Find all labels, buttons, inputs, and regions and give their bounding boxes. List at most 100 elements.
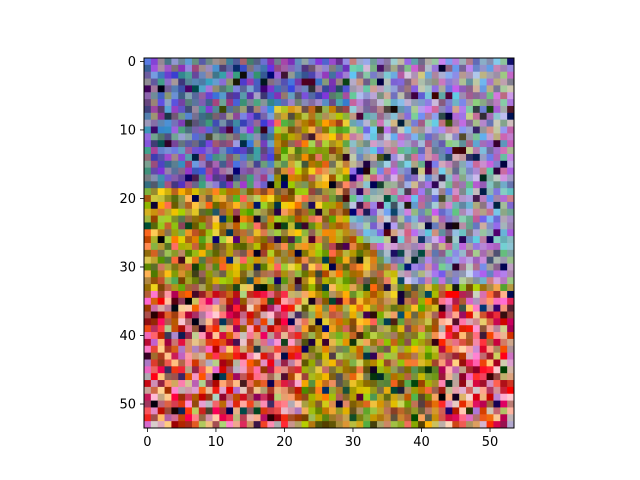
- heatmap-cell: [404, 201, 412, 210]
- heatmap-cell: [356, 174, 364, 182]
- heatmap-cell: [287, 99, 296, 107]
- heatmap-cell: [418, 195, 426, 203]
- heatmap-cell: [301, 119, 309, 127]
- heatmap-cell: [267, 249, 275, 258]
- heatmap-cell: [164, 153, 172, 162]
- heatmap-cell: [253, 229, 261, 237]
- heatmap-cell: [493, 167, 501, 175]
- heatmap-cell: [418, 92, 426, 100]
- heatmap-cell: [150, 290, 159, 299]
- heatmap-cell: [164, 380, 172, 388]
- heatmap-cell: [157, 386, 165, 395]
- heatmap-cell: [383, 85, 392, 93]
- heatmap-cell: [445, 284, 453, 292]
- heatmap-cell: [205, 236, 213, 244]
- heatmap-cell: [281, 167, 289, 175]
- heatmap-cell: [246, 140, 255, 148]
- heatmap-cell: [445, 119, 453, 127]
- heatmap-cell: [459, 112, 467, 121]
- heatmap-cell: [274, 407, 282, 415]
- heatmap-cell: [356, 277, 364, 285]
- heatmap-cell: [294, 386, 302, 395]
- heatmap-cell: [315, 270, 323, 278]
- heatmap-cell: [363, 284, 371, 292]
- heatmap-cell: [486, 421, 494, 429]
- heatmap-cell: [274, 71, 282, 79]
- heatmap-cell: [363, 366, 371, 374]
- heatmap-cell: [322, 325, 330, 333]
- heatmap-cell: [370, 297, 378, 306]
- heatmap-cell: [397, 78, 405, 86]
- heatmap-cell: [226, 325, 234, 333]
- heatmap-cell: [246, 99, 255, 107]
- heatmap-cell: [178, 78, 186, 86]
- heatmap-cell: [226, 318, 234, 326]
- heatmap-cell: [287, 64, 296, 73]
- heatmap-cell: [363, 277, 371, 285]
- heatmap-cell: [150, 126, 159, 134]
- heatmap-cell: [164, 400, 172, 408]
- heatmap-cell: [424, 229, 433, 237]
- heatmap-cell: [301, 188, 309, 196]
- heatmap-cell: [233, 263, 241, 271]
- heatmap-cell: [198, 297, 207, 306]
- heatmap-cell: [418, 325, 426, 333]
- heatmap-cell: [281, 92, 289, 100]
- heatmap-cell: [308, 345, 316, 354]
- heatmap-cell: [246, 325, 255, 333]
- heatmap-cell: [267, 345, 275, 354]
- heatmap-cell: [452, 174, 460, 182]
- heatmap-cell: [260, 105, 268, 114]
- heatmap-cell: [383, 421, 392, 429]
- heatmap-cell: [390, 263, 398, 271]
- heatmap-cell: [329, 195, 337, 203]
- heatmap-cell: [431, 263, 440, 271]
- heatmap-cell: [246, 188, 255, 196]
- heatmap-cell: [219, 380, 227, 388]
- heatmap-cell: [431, 201, 440, 210]
- heatmap-cell: [418, 64, 426, 73]
- heatmap-cell: [383, 58, 392, 66]
- heatmap-cell: [383, 386, 392, 395]
- heatmap-cell: [376, 270, 385, 278]
- heatmap-cell: [253, 181, 261, 189]
- heatmap-cell: [363, 133, 371, 141]
- heatmap-cell: [274, 236, 282, 244]
- heatmap-cell: [349, 373, 357, 381]
- heatmap-cell: [452, 119, 460, 127]
- heatmap-cell: [466, 58, 474, 66]
- heatmap-cell: [335, 263, 344, 271]
- heatmap-cell: [294, 78, 302, 86]
- heatmap-cell: [479, 359, 487, 367]
- heatmap-cell: [253, 85, 261, 93]
- heatmap-cell: [205, 174, 213, 182]
- heatmap-cell: [466, 99, 474, 107]
- heatmap-cell: [212, 407, 220, 415]
- heatmap-cell: [493, 380, 501, 388]
- heatmap-cell: [329, 208, 337, 216]
- heatmap-cell: [260, 92, 268, 100]
- heatmap-cell: [185, 297, 193, 306]
- heatmap-cell: [191, 153, 200, 162]
- heatmap-cell: [404, 160, 412, 169]
- heatmap-cell: [253, 64, 261, 73]
- heatmap-cell: [253, 222, 261, 230]
- heatmap-cell: [315, 318, 323, 326]
- heatmap-cell: [287, 407, 296, 415]
- heatmap-cell: [431, 407, 440, 415]
- heatmap-cell: [198, 99, 207, 107]
- heatmap-cell: [287, 153, 296, 162]
- heatmap-cell: [144, 407, 152, 415]
- heatmap-cell: [500, 105, 508, 114]
- heatmap-cell: [424, 147, 433, 155]
- heatmap-cell: [171, 64, 179, 73]
- heatmap-cell: [185, 270, 193, 278]
- heatmap-cell: [507, 366, 515, 374]
- heatmap-cell: [191, 99, 200, 107]
- heatmap-cell: [383, 332, 392, 340]
- heatmap-cell: [466, 119, 474, 127]
- heatmap-cell: [185, 85, 193, 93]
- heatmap-cell: [157, 256, 165, 264]
- heatmap-cell: [191, 284, 200, 292]
- heatmap-cell: [144, 167, 152, 175]
